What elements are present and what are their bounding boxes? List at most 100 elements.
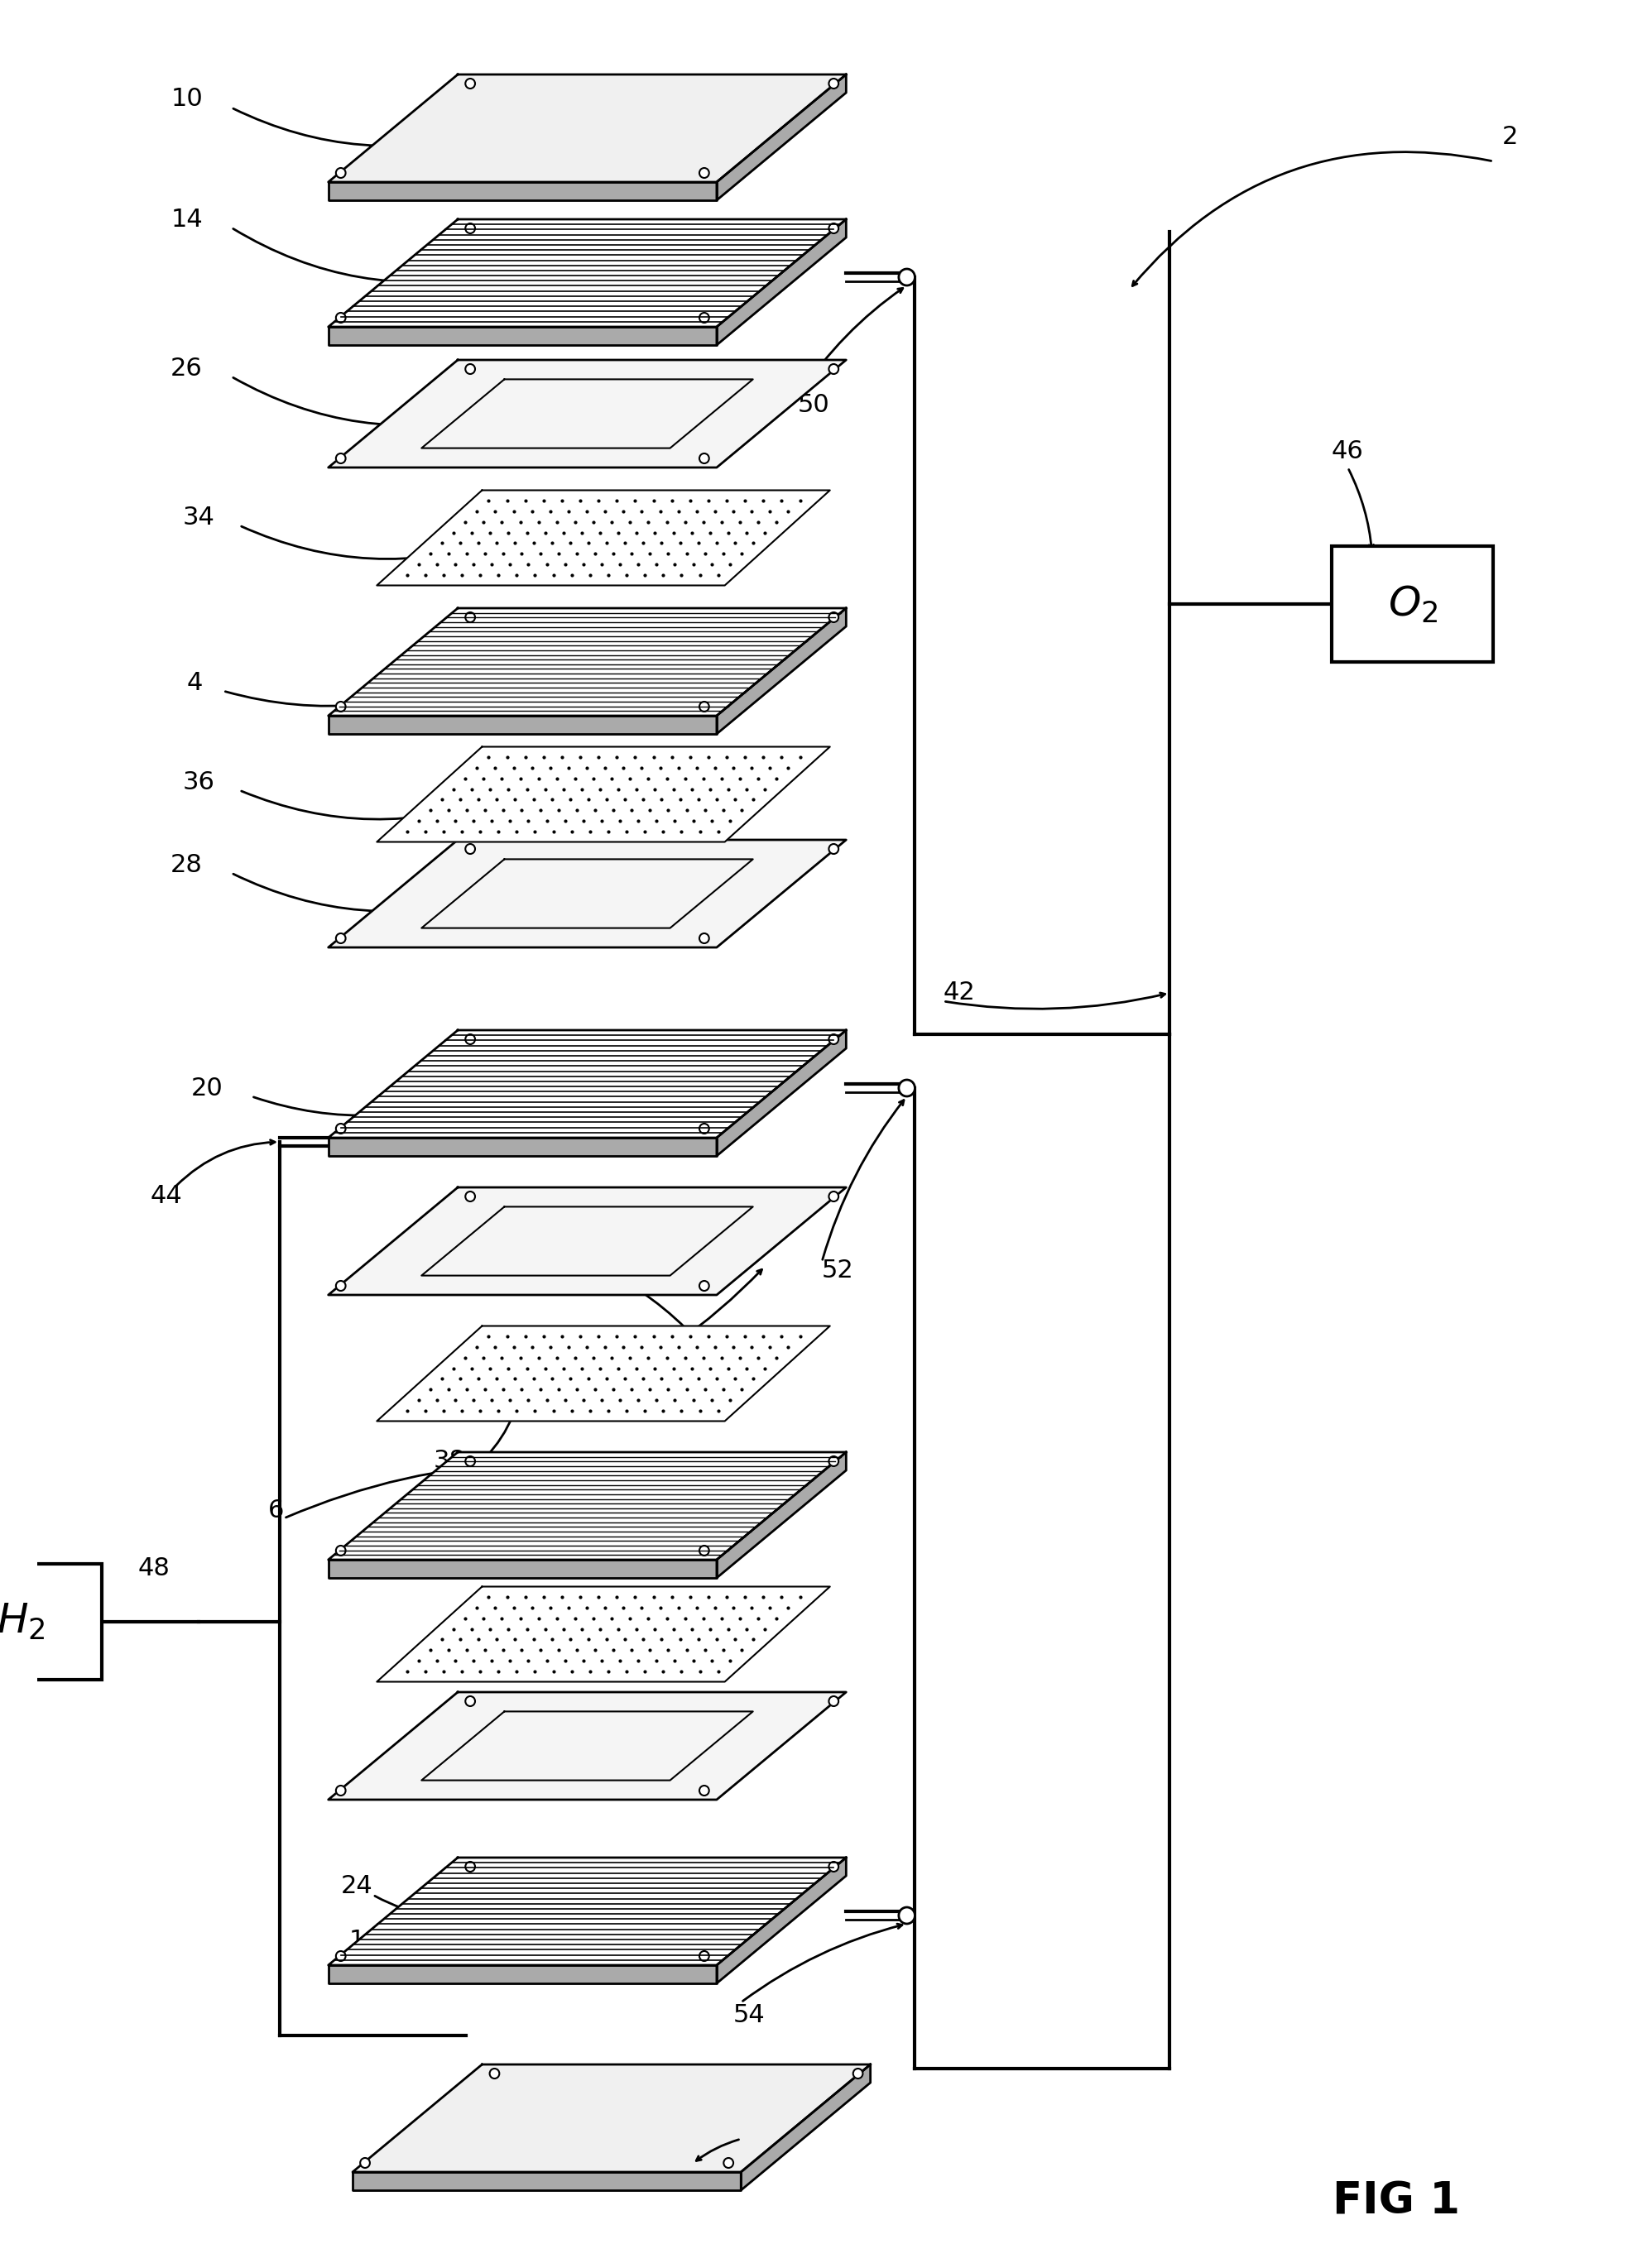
Circle shape [335,1547,345,1556]
Polygon shape [329,1857,846,1964]
FancyBboxPatch shape [0,1565,102,1681]
Circle shape [466,1696,476,1706]
Circle shape [360,2157,370,2168]
Circle shape [699,313,709,322]
Circle shape [899,1907,915,1923]
Text: 40: 40 [502,1615,535,1637]
Circle shape [335,1281,345,1290]
Polygon shape [329,1452,846,1560]
Circle shape [829,1696,839,1706]
Circle shape [699,1785,709,1796]
Polygon shape [329,1030,846,1139]
Circle shape [335,1950,345,1962]
Text: 32: 32 [502,1712,535,1737]
Circle shape [466,1034,476,1043]
Text: 10: 10 [170,86,203,111]
Circle shape [335,701,345,712]
Polygon shape [352,2064,871,2173]
Text: 24: 24 [340,1876,373,1898]
Text: 16: 16 [349,1928,380,1953]
Circle shape [699,168,709,177]
Circle shape [699,1547,709,1556]
Circle shape [699,1123,709,1134]
Circle shape [466,79,476,88]
Circle shape [829,365,839,374]
Text: 48: 48 [139,1556,170,1581]
Circle shape [829,1034,839,1043]
Polygon shape [329,1139,717,1157]
Circle shape [466,365,476,374]
Polygon shape [352,2173,742,2191]
Polygon shape [717,1452,846,1579]
Circle shape [899,270,915,286]
Text: 44: 44 [150,1184,182,1207]
Circle shape [335,454,345,463]
Circle shape [466,844,476,855]
Text: 12: 12 [725,2139,757,2164]
Circle shape [829,79,839,88]
Text: 14: 14 [170,206,203,231]
Polygon shape [377,490,829,585]
Polygon shape [329,1964,717,1982]
Circle shape [899,1080,915,1095]
Polygon shape [377,1327,829,1422]
Circle shape [699,701,709,712]
Text: 54: 54 [733,2003,765,2028]
Text: 34: 34 [183,506,215,528]
Circle shape [699,934,709,943]
Polygon shape [329,220,846,327]
Polygon shape [329,1188,846,1295]
Polygon shape [329,75,846,181]
Text: 36: 36 [183,769,215,794]
Circle shape [699,1950,709,1962]
Polygon shape [329,181,717,200]
Text: 30: 30 [544,1386,575,1411]
Polygon shape [717,220,846,345]
Text: $O_2$: $O_2$ [1388,583,1437,624]
Polygon shape [717,1857,846,1982]
Polygon shape [717,608,846,735]
Circle shape [466,612,476,621]
Text: 18: 18 [611,220,644,243]
Text: 4: 4 [187,671,203,694]
Polygon shape [329,327,717,345]
Text: 52: 52 [823,1259,854,1281]
Polygon shape [329,608,846,717]
Polygon shape [717,1030,846,1157]
Circle shape [335,934,345,943]
Text: 8: 8 [742,1073,757,1095]
Text: $H_2$: $H_2$ [0,1601,45,1642]
Text: 2: 2 [1502,125,1518,147]
Text: 50: 50 [798,392,829,417]
Polygon shape [329,1692,846,1801]
Circle shape [466,1862,476,1871]
Circle shape [466,1191,476,1202]
Circle shape [489,2068,499,2077]
Polygon shape [717,75,846,200]
Circle shape [829,844,839,855]
Text: 22: 22 [712,1334,745,1356]
Circle shape [699,454,709,463]
Polygon shape [742,2064,871,2191]
Polygon shape [329,839,846,948]
Text: 28: 28 [170,853,203,878]
Text: 42: 42 [943,982,975,1005]
Circle shape [829,1862,839,1871]
Text: 20: 20 [192,1075,223,1100]
FancyBboxPatch shape [1332,547,1493,662]
Polygon shape [377,1588,829,1683]
Text: 46: 46 [1332,440,1365,463]
Text: 6: 6 [268,1499,284,1522]
Circle shape [852,2068,862,2077]
Circle shape [335,1123,345,1134]
Circle shape [829,612,839,621]
Polygon shape [329,1560,717,1579]
Polygon shape [377,746,829,841]
Circle shape [335,313,345,322]
Circle shape [699,1281,709,1290]
Circle shape [466,1456,476,1465]
Polygon shape [329,717,717,735]
Text: 26: 26 [170,356,203,381]
Text: 38: 38 [433,1449,466,1472]
Circle shape [335,1785,345,1796]
